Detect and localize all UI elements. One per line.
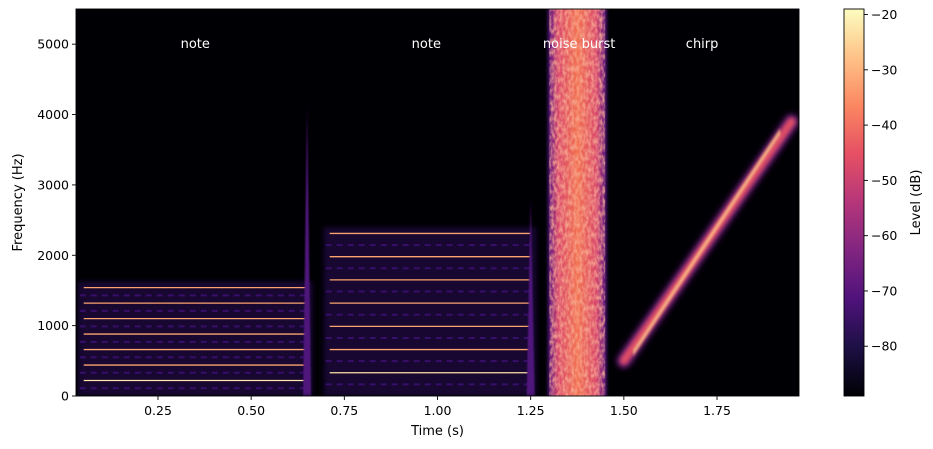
colorbar-tick-label: −40 <box>871 118 897 133</box>
x-tick-label: 0.75 <box>330 403 358 418</box>
x-tick-label: 1.75 <box>703 403 731 418</box>
x-tick-label: 0.25 <box>144 403 172 418</box>
y-tick-label: 3000 <box>37 177 69 192</box>
event-annotations: note note noise burst chirp <box>181 37 719 52</box>
event-label: chirp <box>686 37 719 52</box>
colorbar-tick-label: −70 <box>871 283 897 298</box>
colorbar <box>843 8 865 397</box>
x-tick-label: 1.25 <box>517 403 545 418</box>
spectrogram-events <box>77 9 799 396</box>
colorbar-axis: −80 −70 −60 −50 −40 −30 −20 <box>864 7 897 354</box>
colorbar-tick-label: −50 <box>871 173 897 188</box>
colorbar-tick-label: −30 <box>871 62 897 77</box>
x-tick-label: 1.50 <box>610 403 638 418</box>
colorbar-tick-label: −80 <box>871 339 897 354</box>
note-event <box>323 227 537 396</box>
y-tick-label: 5000 <box>37 37 69 52</box>
y-axis: 0 1000 2000 3000 4000 5000 <box>37 37 76 404</box>
colorbar-tick-label: −60 <box>871 228 897 243</box>
noise-texture <box>549 9 606 396</box>
transient-click <box>303 107 312 396</box>
y-axis-label: Frequency (Hz) <box>11 153 26 251</box>
y-tick-label: 1000 <box>37 318 69 333</box>
y-tick-label: 4000 <box>37 107 69 122</box>
chirp-core <box>632 131 782 354</box>
noise-burst-event <box>545 9 610 396</box>
transient-click <box>526 198 535 396</box>
colorbar-label: Level (dB) <box>909 170 924 236</box>
note-event <box>77 281 313 396</box>
chirp-event <box>616 114 799 368</box>
event-label: note <box>181 37 210 52</box>
y-tick-label: 0 <box>61 389 69 404</box>
event-label: noise burst <box>543 37 615 52</box>
colorbar-tick-label: −20 <box>871 7 897 22</box>
y-tick-label: 2000 <box>37 248 69 263</box>
x-tick-label: 0.50 <box>237 403 265 418</box>
x-tick-label: 1.00 <box>424 403 452 418</box>
x-axis: 0.25 0.50 0.75 1.00 1.25 1.50 1.75 <box>144 396 731 418</box>
event-label: note <box>412 37 441 52</box>
x-axis-label: Time (s) <box>410 424 464 439</box>
